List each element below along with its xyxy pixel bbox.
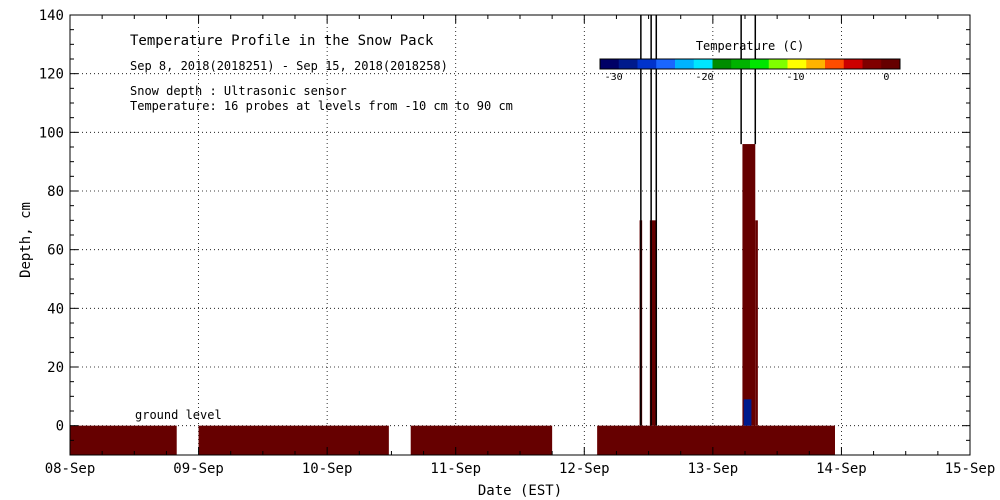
y-tick-label: 140: [39, 8, 64, 24]
chart-title: Temperature Profile in the Snow Pack: [130, 33, 434, 49]
colorbar-frame: [599, 58, 901, 70]
x-tick-label: 13-Sep: [688, 461, 739, 477]
ground-segment: [70, 425, 177, 455]
colorbar-swatch: [693, 59, 713, 69]
colorbar-swatch: [862, 59, 882, 69]
y-axis-label: Depth, cm: [18, 202, 34, 278]
y-tick-labels: 0 20 40 60 80 100 120 140: [39, 8, 64, 435]
x-tick-labels: 08-Sep 09-Sep 10-Sep 11-Sep 12-Sep 13-Sep 14-S…: [45, 461, 996, 477]
ground-segment: [410, 425, 553, 455]
ground-segment: [597, 425, 835, 455]
colorbar-swatch: [637, 59, 657, 69]
x-tick-label: 10-Sep: [302, 461, 353, 477]
x-tick-label: 12-Sep: [559, 461, 610, 477]
info-line-probes: Temperature: 16 probes at levels from -1…: [130, 99, 513, 113]
x-tick-label: 15-Sep: [945, 461, 996, 477]
colorbar-swatch: [843, 59, 863, 69]
info-line-sensor: Snow depth : Ultrasonic sensor: [130, 84, 347, 98]
x-tick-label: 14-Sep: [816, 461, 867, 477]
y-tick-label: 20: [47, 360, 64, 376]
colorbar-tick-label: -20: [696, 72, 714, 83]
snow-depth-spikes: [640, 15, 757, 426]
colorbar-swatch: [675, 59, 695, 69]
colorbar-tick-label: -10: [786, 72, 804, 83]
colorbar-swatch: [881, 59, 901, 69]
y-tick-label: 60: [47, 243, 64, 259]
x-tick-label: 11-Sep: [430, 461, 481, 477]
temperature-column: [649, 220, 657, 426]
y-tick-label: 80: [47, 184, 64, 200]
temperature-column: [743, 399, 752, 426]
colorbar-swatch: [750, 59, 770, 69]
x-axis-label: Date (EST): [478, 483, 562, 499]
colorbar-swatch: [656, 59, 676, 69]
colorbar-swatch: [806, 59, 826, 69]
colorbar-swatch: [825, 59, 845, 69]
y-tick-label: 40: [47, 301, 64, 317]
x-tick-label: 08-Sep: [45, 461, 96, 477]
colorbar-swatch: [600, 59, 620, 69]
ground-segment: [198, 425, 389, 455]
colorbar-swatch: [712, 59, 732, 69]
y-tick-label: 120: [39, 67, 64, 83]
colorbar-tick-label: 0: [883, 72, 889, 83]
temperature-columns: [639, 144, 758, 426]
y-tick-label: 100: [39, 125, 64, 141]
colorbar-swatch: [618, 59, 638, 69]
colorbar-swatch: [768, 59, 788, 69]
colorbar-swatch: [787, 59, 807, 69]
date-range: Sep 8, 2018(2018251) - Sep 15, 2018(2018…: [130, 59, 448, 73]
ground-level-label: ground level: [135, 408, 222, 422]
grid-lines: [70, 14, 970, 455]
colorbar-tick-label: -30: [605, 72, 623, 83]
colorbar: Temperature (C) -30 -20 -10 0: [599, 39, 901, 83]
temperature-column: [742, 144, 756, 426]
plot-frame: [69, 14, 971, 456]
x-tick-label: 09-Sep: [173, 461, 224, 477]
colorbar-swatch: [731, 59, 751, 69]
colorbar-title: Temperature (C): [696, 39, 804, 53]
axis-ticks: [69, 14, 971, 456]
temperature-column: [755, 220, 758, 426]
y-tick-label: 0: [56, 419, 64, 435]
ground-segments: [70, 425, 835, 455]
